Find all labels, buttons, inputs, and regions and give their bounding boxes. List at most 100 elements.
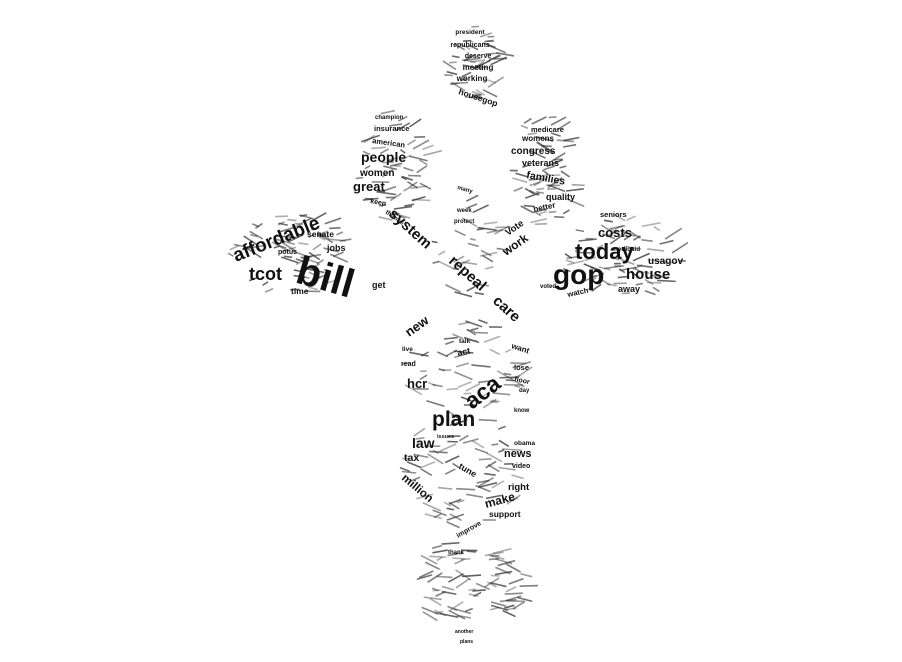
filler-mark bbox=[355, 176, 364, 180]
filler-mark bbox=[452, 557, 466, 560]
filler-mark bbox=[482, 398, 497, 409]
filler-mark bbox=[420, 554, 438, 565]
filler-mark bbox=[659, 239, 674, 245]
filler-mark bbox=[287, 218, 297, 222]
word-gop: gop bbox=[553, 259, 604, 290]
filler-mark bbox=[403, 166, 414, 172]
filler-mark bbox=[468, 588, 476, 592]
filler-mark bbox=[473, 331, 488, 334]
filler-mark bbox=[432, 549, 448, 554]
filler-mark bbox=[604, 264, 624, 270]
word-medicare: medicare bbox=[531, 125, 564, 134]
word-video: video bbox=[512, 463, 530, 470]
filler-mark bbox=[275, 215, 289, 218]
word-get: get bbox=[372, 280, 386, 290]
filler-mark bbox=[473, 591, 482, 598]
word-champion: champion bbox=[375, 115, 404, 121]
filler-mark bbox=[431, 587, 439, 592]
word-improve: improve bbox=[456, 520, 483, 540]
filler-mark bbox=[379, 204, 387, 207]
filler-mark bbox=[644, 278, 654, 285]
filler-mark bbox=[477, 226, 497, 231]
filler-mark bbox=[515, 172, 528, 178]
word-care: care bbox=[489, 292, 523, 325]
filler-mark bbox=[448, 410, 461, 420]
filler-mark bbox=[619, 266, 637, 272]
filler-mark bbox=[435, 575, 453, 579]
filler-mark bbox=[318, 233, 325, 237]
filler-mark bbox=[492, 547, 512, 555]
filler-mark bbox=[625, 245, 642, 250]
filler-mark bbox=[471, 90, 483, 96]
filler-mark bbox=[364, 197, 374, 201]
filler-mark bbox=[487, 35, 495, 38]
filler-mark bbox=[470, 59, 486, 63]
filler-mark bbox=[456, 362, 470, 368]
filler-mark bbox=[399, 148, 406, 154]
filler-mark bbox=[290, 288, 300, 291]
filler-mark bbox=[300, 256, 319, 264]
filler-mark bbox=[445, 284, 462, 293]
filler-mark bbox=[293, 220, 307, 228]
filler-mark bbox=[617, 275, 628, 279]
filler-mark bbox=[519, 584, 539, 587]
filler-mark bbox=[339, 238, 352, 242]
filler-mark bbox=[468, 44, 479, 51]
word-make: make bbox=[483, 489, 517, 511]
filler-mark bbox=[478, 477, 494, 487]
filler-mark bbox=[486, 452, 503, 463]
filler-mark bbox=[567, 260, 584, 266]
filler-mark bbox=[295, 258, 305, 263]
filler-mark bbox=[613, 282, 627, 285]
filler-mark bbox=[281, 241, 297, 252]
filler-mark bbox=[551, 152, 566, 162]
filler-mark bbox=[233, 243, 244, 248]
filler-mark bbox=[485, 494, 502, 500]
word-tune: tune bbox=[457, 461, 478, 479]
filler-mark bbox=[439, 443, 457, 453]
filler-mark bbox=[505, 563, 522, 573]
filler-mark bbox=[444, 468, 456, 475]
filler-mark bbox=[461, 557, 471, 561]
filler-mark bbox=[623, 234, 632, 241]
filler-mark bbox=[490, 574, 500, 577]
filler-mark bbox=[424, 445, 441, 447]
filler-mark bbox=[376, 191, 397, 196]
filler-mark bbox=[520, 205, 534, 214]
filler-mark bbox=[394, 164, 401, 168]
filler-mark bbox=[418, 159, 428, 166]
filler-mark bbox=[361, 134, 381, 143]
filler-mark bbox=[475, 88, 486, 96]
filler-mark bbox=[576, 251, 594, 254]
filler-mark bbox=[461, 217, 478, 228]
filler-mark bbox=[647, 258, 667, 263]
filler-mark bbox=[379, 148, 389, 155]
word-women: women bbox=[359, 168, 394, 179]
filler-mark bbox=[383, 185, 397, 192]
filler-mark bbox=[371, 181, 390, 184]
filler-mark bbox=[413, 427, 426, 437]
filler-mark bbox=[451, 81, 469, 85]
filler-mark bbox=[562, 268, 571, 273]
filler-mark bbox=[434, 610, 443, 614]
filler-mark bbox=[476, 60, 485, 67]
filler-mark bbox=[466, 203, 478, 209]
filler-mark bbox=[380, 109, 396, 115]
filler-mark bbox=[483, 221, 498, 225]
filler-mark bbox=[583, 263, 601, 272]
filler-mark bbox=[510, 362, 526, 365]
filler-mark bbox=[424, 513, 443, 520]
filler-mark bbox=[498, 449, 505, 453]
filler-mark bbox=[456, 499, 465, 504]
filler-mark bbox=[454, 229, 466, 237]
word-people: people bbox=[361, 149, 406, 165]
filler-mark bbox=[548, 184, 566, 193]
filler-mark bbox=[548, 210, 557, 214]
filler-mark bbox=[243, 235, 258, 246]
filler-mark bbox=[520, 573, 533, 578]
word-many: many bbox=[456, 185, 473, 195]
filler-mark bbox=[407, 139, 416, 146]
filler-mark bbox=[388, 123, 403, 127]
filler-mark bbox=[454, 43, 465, 51]
filler-mark bbox=[496, 52, 515, 57]
